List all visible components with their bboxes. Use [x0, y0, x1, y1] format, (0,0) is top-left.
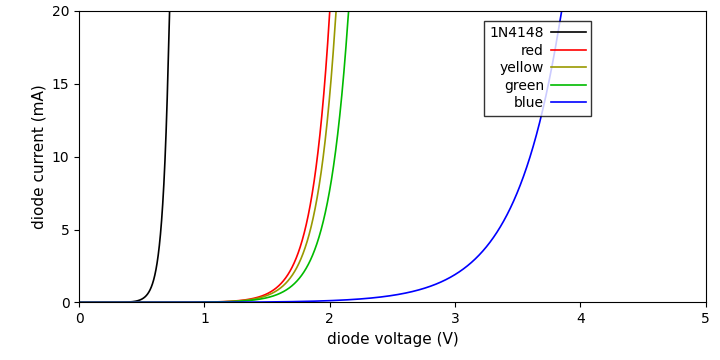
Y-axis label: diode current (mA): diode current (mA)	[31, 84, 46, 229]
blue	[381, 294, 390, 298]
red	[668, 9, 677, 13]
1N4148	[165, 9, 174, 13]
red	[198, 300, 207, 304]
green	[344, 9, 353, 13]
red	[78, 300, 86, 305]
Legend: 1N4148, red, yellow, green, blue: 1N4148, red, yellow, green, blue	[484, 21, 591, 116]
X-axis label: diode voltage (V): diode voltage (V)	[327, 332, 458, 347]
green	[78, 300, 86, 305]
Line: red: red	[79, 11, 706, 302]
red	[381, 9, 390, 13]
green	[381, 9, 390, 13]
1N4148	[101, 300, 109, 305]
red	[75, 300, 84, 305]
green	[198, 300, 207, 305]
blue	[701, 9, 710, 13]
blue	[101, 300, 109, 305]
yellow	[75, 300, 84, 305]
Line: yellow: yellow	[79, 11, 706, 302]
green	[75, 300, 84, 305]
red	[325, 9, 334, 13]
1N4148	[198, 9, 207, 13]
yellow	[198, 300, 207, 304]
1N4148	[701, 9, 710, 13]
1N4148	[381, 9, 390, 13]
red	[701, 9, 710, 13]
red	[112, 300, 121, 305]
blue	[198, 300, 207, 305]
1N4148	[112, 300, 121, 305]
blue	[112, 300, 121, 305]
yellow	[668, 9, 677, 13]
blue	[75, 300, 84, 305]
green	[112, 300, 121, 305]
blue	[78, 300, 86, 305]
blue	[557, 9, 566, 13]
yellow	[78, 300, 86, 305]
yellow	[381, 9, 390, 13]
1N4148	[75, 300, 84, 305]
Line: green: green	[79, 11, 706, 302]
Line: 1N4148: 1N4148	[79, 11, 706, 302]
green	[701, 9, 710, 13]
yellow	[332, 9, 341, 13]
1N4148	[668, 9, 677, 13]
yellow	[112, 300, 121, 305]
blue	[668, 9, 677, 13]
green	[101, 300, 109, 305]
yellow	[701, 9, 710, 13]
green	[668, 9, 677, 13]
Line: blue: blue	[79, 11, 706, 302]
red	[101, 300, 109, 305]
1N4148	[78, 300, 86, 305]
yellow	[101, 300, 109, 305]
